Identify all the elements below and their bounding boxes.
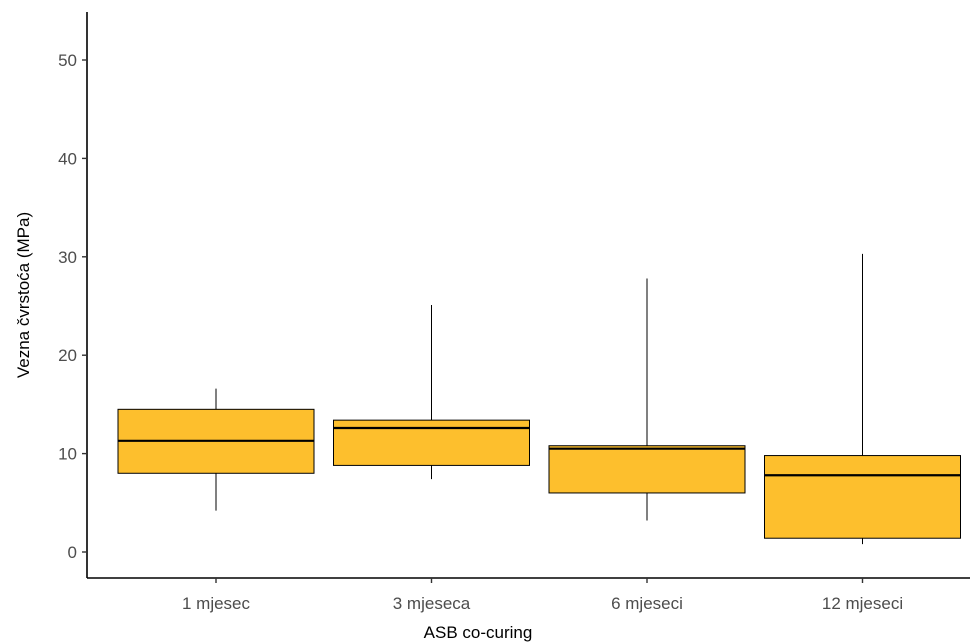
x-tick-label: 12 mjeseci — [822, 594, 903, 613]
x-tick-label: 3 mjeseca — [393, 594, 471, 613]
x-ticks: 1 mjesec 3 mjeseca 6 mjeseci 12 mjeseci — [182, 578, 903, 613]
x-tick-label: 1 mjesec — [182, 594, 251, 613]
y-tick-label: 10 — [58, 445, 77, 464]
y-axis-title: Vezna čvrstoća (MPa) — [14, 212, 33, 378]
y-tick-label: 0 — [68, 543, 77, 562]
y-tick-label: 50 — [58, 51, 77, 70]
y-tick-label: 40 — [58, 149, 77, 168]
x-axis-title: ASB co-curing — [424, 623, 533, 642]
axes — [86, 12, 970, 579]
y-tick-label: 20 — [58, 346, 77, 365]
box-4 — [764, 253, 961, 545]
plot-area — [117, 253, 961, 545]
y-tick-label: 30 — [58, 248, 77, 267]
box-iqr — [548, 445, 746, 494]
box-2 — [333, 305, 530, 480]
y-ticks: 0 10 20 30 40 50 — [58, 51, 87, 562]
box-3 — [548, 278, 746, 521]
box-iqr — [764, 455, 961, 539]
box-1 — [117, 388, 315, 511]
x-tick-label: 6 mjeseci — [611, 594, 683, 613]
